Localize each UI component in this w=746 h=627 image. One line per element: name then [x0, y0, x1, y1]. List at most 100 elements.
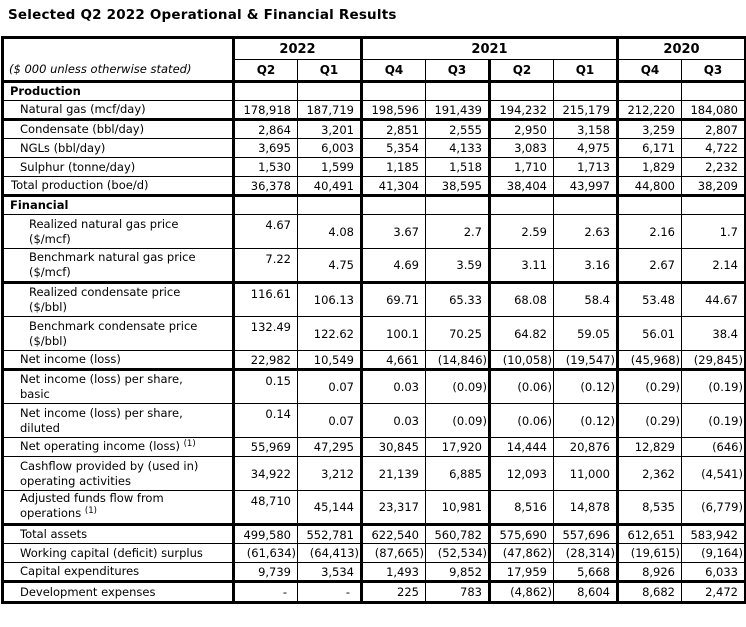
value-cell: 0.07	[297, 369, 362, 404]
value-cell: (0.29)	[616, 369, 682, 404]
value-cell: 2,232	[681, 157, 746, 177]
value-cell: (6,779)	[681, 490, 746, 526]
row-label-text: Total assets	[20, 527, 88, 541]
value-cell	[553, 81, 618, 101]
value-cell: (0.06)	[488, 403, 554, 438]
table-row: Net operating income (loss) (1) 55,969 47,…	[2, 437, 746, 457]
value-cell: 4,975	[553, 138, 618, 158]
footnote-marker: (1)	[84, 506, 97, 516]
row-label: Net income (loss)	[2, 350, 235, 371]
value-cell: 1,599	[297, 157, 362, 177]
value-cell: 5,668	[553, 562, 618, 583]
year-header-2020: 2020	[617, 37, 746, 60]
table-row: Realized condensate price ($/bbl) 116.61 1…	[2, 282, 746, 317]
row-label: Net operating income (loss) (1)	[2, 437, 235, 457]
row-label: Total production (boe/d)	[2, 176, 235, 197]
value-cell: 0.03	[360, 369, 426, 404]
value-cell: 30,845	[360, 437, 426, 457]
value-cell: 64.82	[488, 316, 554, 351]
row-label-text: Financial	[10, 198, 69, 212]
value-cell: 499,580	[232, 524, 298, 544]
value-cell: 6,003	[297, 138, 362, 158]
value-cell: 48,710	[232, 490, 298, 526]
value-cell: 55,969	[232, 437, 298, 457]
value-cell: (0.12)	[553, 403, 618, 438]
value-cell: 3,212	[297, 456, 362, 491]
table-row: Natural gas (mcf/day) 178,918 187,719 198,5…	[2, 100, 746, 121]
value-cell: 560,782	[425, 524, 490, 544]
value-cell	[553, 195, 618, 215]
row-label-text: Condensate (bbl/day)	[20, 122, 145, 136]
value-cell: 2.14	[681, 248, 746, 284]
table-row: Capital expenditures 9,739 3,534 1,493 9,852…	[2, 562, 746, 583]
value-cell: 783	[425, 581, 490, 603]
value-cell: (646)	[681, 437, 746, 457]
value-cell: 0.14	[232, 403, 298, 438]
value-cell: 3.59	[425, 248, 490, 284]
table-row: NGLs (bbl/day) 3,695 6,003 5,354 4,133 3,083 4…	[2, 138, 746, 158]
value-cell: 6,033	[681, 562, 746, 583]
value-cell: 6,171	[616, 138, 682, 158]
value-cell: 65.33	[425, 282, 490, 317]
table-row: Development expenses - -225 783 (4,862) 8,604…	[2, 581, 746, 603]
value-cell: 45,144	[297, 490, 362, 526]
value-cell: 21,139	[360, 456, 426, 491]
value-cell: 1,713	[553, 157, 618, 177]
row-label: Adjusted funds flow from operations (1)	[2, 490, 235, 526]
value-cell: 2,555	[425, 119, 490, 139]
value-cell: 612,651	[616, 524, 682, 544]
value-cell: (0.19)	[681, 403, 746, 438]
value-cell: (0.06)	[488, 369, 554, 404]
quarter-header: Q4	[360, 59, 426, 83]
value-cell: (64,413)	[297, 543, 362, 563]
value-cell	[616, 195, 682, 215]
value-cell: 557,696	[553, 524, 618, 544]
value-cell: 11,000	[553, 456, 618, 491]
value-cell: 225	[360, 581, 426, 603]
value-cell: 2,472	[681, 581, 746, 603]
value-cell: 2.16	[616, 214, 682, 249]
section-row: Financial	[2, 195, 746, 215]
table-row: Benchmark condensate price ($/bbl) 132.49…	[2, 316, 746, 351]
row-label: Realized condensate price ($/bbl)	[2, 282, 235, 317]
value-cell: (0.12)	[553, 369, 618, 404]
table-row: Total assets 499,580 552,781 622,540 560,782…	[2, 524, 746, 544]
value-cell: 56.01	[616, 316, 682, 351]
value-cell: 1,518	[425, 157, 490, 177]
row-label: Capital expenditures	[2, 562, 235, 583]
row-label-text: Adjusted funds flow from operations	[20, 491, 164, 521]
row-label-text: Development expenses	[20, 584, 156, 599]
value-cell: 2,851	[360, 119, 426, 139]
footnote-marker: (1)	[183, 438, 196, 449]
value-cell: 23,317	[360, 490, 426, 526]
value-cell: 2.63	[553, 214, 618, 249]
unit-note: ($ 000 unless otherwise stated)	[2, 37, 234, 83]
results-table: ($ 000 unless otherwise stated) 2022 202…	[1, 36, 746, 604]
value-cell: 2.67	[616, 248, 682, 284]
table-body: Production Natural gas (mcf/day) 178,918 18…	[2, 81, 746, 603]
value-cell: 41,304	[360, 176, 426, 197]
value-cell: 10,981	[425, 490, 490, 526]
table-row: Cashflow provided by (used in) operating…	[2, 456, 746, 491]
value-cell: 58.4	[553, 282, 618, 317]
value-cell: (52,534)	[425, 543, 490, 563]
value-cell: 69.71	[360, 282, 426, 317]
row-label-text: Benchmark condensate price ($/bbl)	[29, 318, 198, 348]
row-label: Condensate (bbl/day)	[2, 119, 235, 139]
row-label: Net income (loss) per share, diluted	[2, 403, 235, 438]
value-cell	[681, 81, 746, 101]
value-cell: 14,444	[488, 437, 554, 457]
value-cell: 2.59	[488, 214, 554, 249]
value-cell: 6,885	[425, 456, 490, 491]
row-label-text: NGLs (bbl/day)	[20, 140, 106, 155]
quarter-header: Q1	[297, 59, 362, 83]
table-row: Benchmark natural gas price ($/mcf) 7.22 4…	[2, 248, 746, 284]
value-cell: 2,864	[232, 119, 298, 139]
section-row: Production	[2, 81, 746, 101]
value-cell: (4,862)	[488, 581, 554, 603]
value-cell	[232, 81, 298, 101]
value-cell: (29,845)	[681, 350, 746, 371]
value-cell: 4.08	[297, 214, 362, 249]
value-cell: 3,158	[553, 119, 618, 139]
value-cell: (4,541)	[681, 456, 746, 491]
